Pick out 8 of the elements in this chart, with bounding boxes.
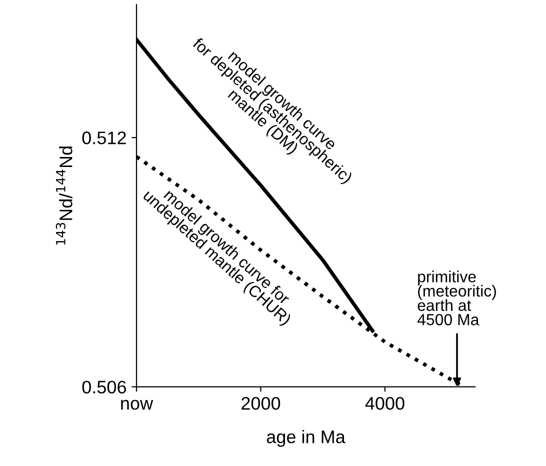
- y-tick-label: 0.506: [82, 380, 126, 394]
- annotation: primitive (meteoritic) earth at 4500 Ma: [417, 270, 496, 326]
- y-tick-label: 0.512: [82, 132, 126, 144]
- x-tick-label: 4000: [365, 396, 404, 410]
- x-tick-label: 2000: [242, 396, 280, 410]
- y-axis-title: $^{143}$Nd/$^{144}$Nd: [56, 146, 72, 245]
- x-tick-label: now: [121, 400, 154, 410]
- x-axis-title: age in Ma: [266, 430, 346, 447]
